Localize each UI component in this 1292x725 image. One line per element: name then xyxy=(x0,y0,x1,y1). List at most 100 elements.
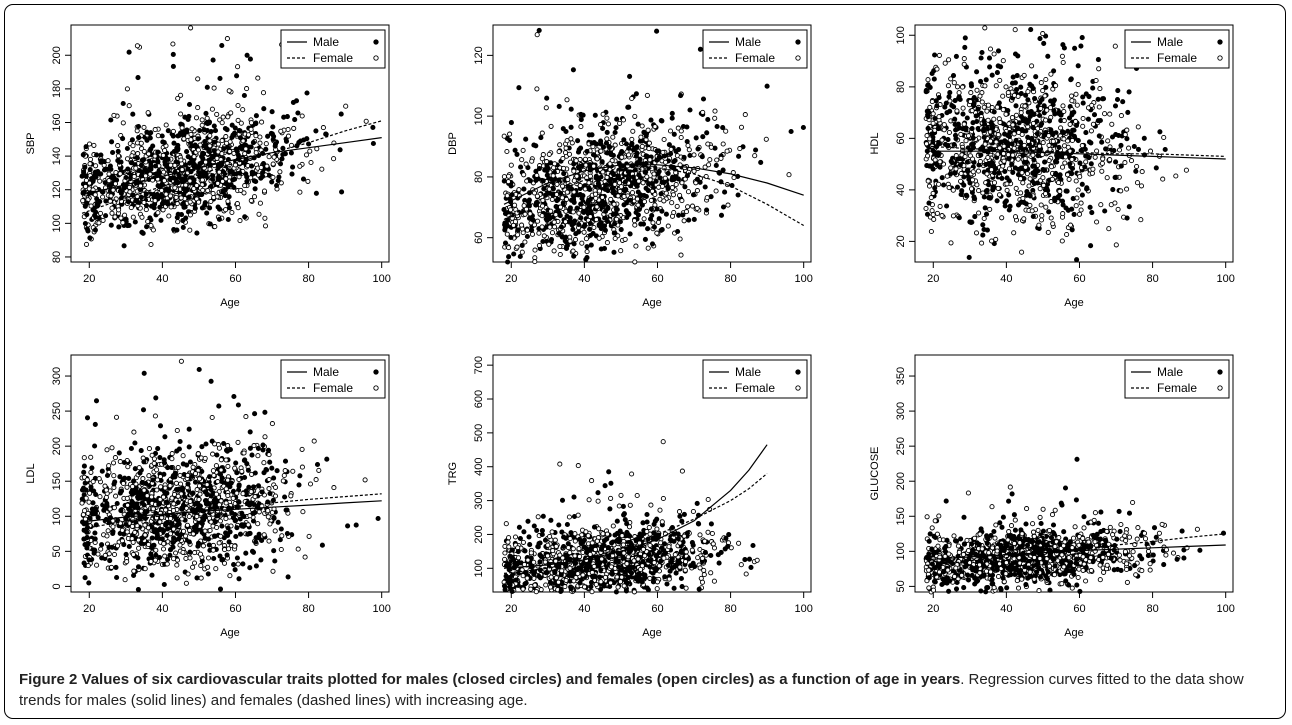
male-point xyxy=(252,411,258,417)
female-point xyxy=(117,171,123,177)
male-point xyxy=(953,136,959,142)
female-point xyxy=(599,194,605,200)
female-point xyxy=(632,259,638,265)
male-point xyxy=(576,147,582,153)
female-point xyxy=(1055,180,1062,186)
male-point xyxy=(668,151,674,157)
male-point xyxy=(669,115,675,121)
female-point xyxy=(148,558,154,565)
female-point xyxy=(619,154,625,160)
male-point xyxy=(981,118,987,124)
male-point xyxy=(642,236,648,242)
female-point xyxy=(532,259,538,265)
female-point xyxy=(993,139,999,145)
male-point xyxy=(1079,181,1085,187)
male-point xyxy=(568,124,574,130)
male-point xyxy=(81,189,87,195)
male-point xyxy=(270,497,276,503)
female-point xyxy=(512,202,518,208)
male-point xyxy=(586,185,592,191)
panel-sbp: 20 40 60 80 10080100120140160180200AgeSBPMal… xyxy=(25,24,391,309)
female-point xyxy=(1076,211,1083,217)
female-point xyxy=(117,459,123,465)
male-point xyxy=(973,113,979,119)
female-point xyxy=(629,190,636,196)
male-point xyxy=(639,192,645,199)
male-point xyxy=(713,162,719,168)
male-point xyxy=(217,206,223,212)
female-point xyxy=(211,85,217,91)
female-point xyxy=(1015,156,1021,162)
male-point xyxy=(691,216,697,222)
female-point xyxy=(652,124,658,130)
female-point xyxy=(1040,88,1046,94)
female-point xyxy=(970,156,976,162)
male-point xyxy=(718,212,725,218)
female-point xyxy=(152,127,158,133)
male-point xyxy=(1009,80,1016,86)
male-point xyxy=(114,500,120,507)
female-point xyxy=(985,154,991,161)
female-point xyxy=(160,207,166,213)
female-point xyxy=(1073,178,1079,184)
female-point xyxy=(109,210,115,216)
male-point xyxy=(968,219,974,225)
female-point xyxy=(504,231,510,237)
male-point xyxy=(249,169,255,175)
female-point xyxy=(536,242,542,249)
male-point xyxy=(629,141,635,147)
female-point xyxy=(170,128,176,134)
female-point xyxy=(929,99,935,105)
female-point xyxy=(1134,180,1141,186)
plot-box xyxy=(70,24,390,263)
female-point xyxy=(527,211,533,217)
female-point xyxy=(681,218,687,224)
male-point xyxy=(1028,27,1034,33)
male-point xyxy=(203,110,209,116)
male-point xyxy=(627,231,633,237)
female-point xyxy=(1011,92,1017,98)
male-point xyxy=(203,441,209,447)
male-point xyxy=(204,128,210,134)
female-point xyxy=(120,120,126,126)
female-point xyxy=(534,32,540,38)
male-point xyxy=(541,186,547,192)
female-point xyxy=(529,158,535,164)
female-point xyxy=(1061,108,1067,115)
female-point xyxy=(961,61,967,67)
male-point xyxy=(526,199,532,205)
female-point xyxy=(1004,187,1010,193)
female-point xyxy=(1048,71,1054,77)
female-point xyxy=(639,143,645,149)
male-point xyxy=(186,101,193,108)
male-point xyxy=(952,116,958,122)
female-point xyxy=(83,241,90,247)
female-point xyxy=(168,204,174,210)
male-point xyxy=(288,150,294,156)
female-point xyxy=(291,125,297,131)
male-point xyxy=(595,180,601,187)
female-point xyxy=(279,533,285,539)
male-point xyxy=(671,176,677,183)
male-point xyxy=(279,156,285,162)
male-point xyxy=(1017,145,1023,151)
female-point xyxy=(173,480,179,486)
male-point xyxy=(502,240,509,246)
female-point xyxy=(272,528,278,534)
male-point xyxy=(83,487,89,493)
male-point xyxy=(1135,146,1142,152)
male-point xyxy=(1090,85,1096,91)
female-point xyxy=(363,118,369,124)
female-point xyxy=(270,174,276,180)
female-point xyxy=(232,543,238,549)
male-point xyxy=(244,52,250,58)
female-point xyxy=(1088,128,1094,134)
female-point xyxy=(263,141,269,147)
female-point xyxy=(1099,168,1105,174)
male-point xyxy=(1064,188,1070,194)
female-point xyxy=(1079,143,1085,149)
female-point xyxy=(183,533,189,539)
male-point xyxy=(612,221,618,227)
female-point xyxy=(556,149,562,155)
female-point xyxy=(720,141,726,147)
